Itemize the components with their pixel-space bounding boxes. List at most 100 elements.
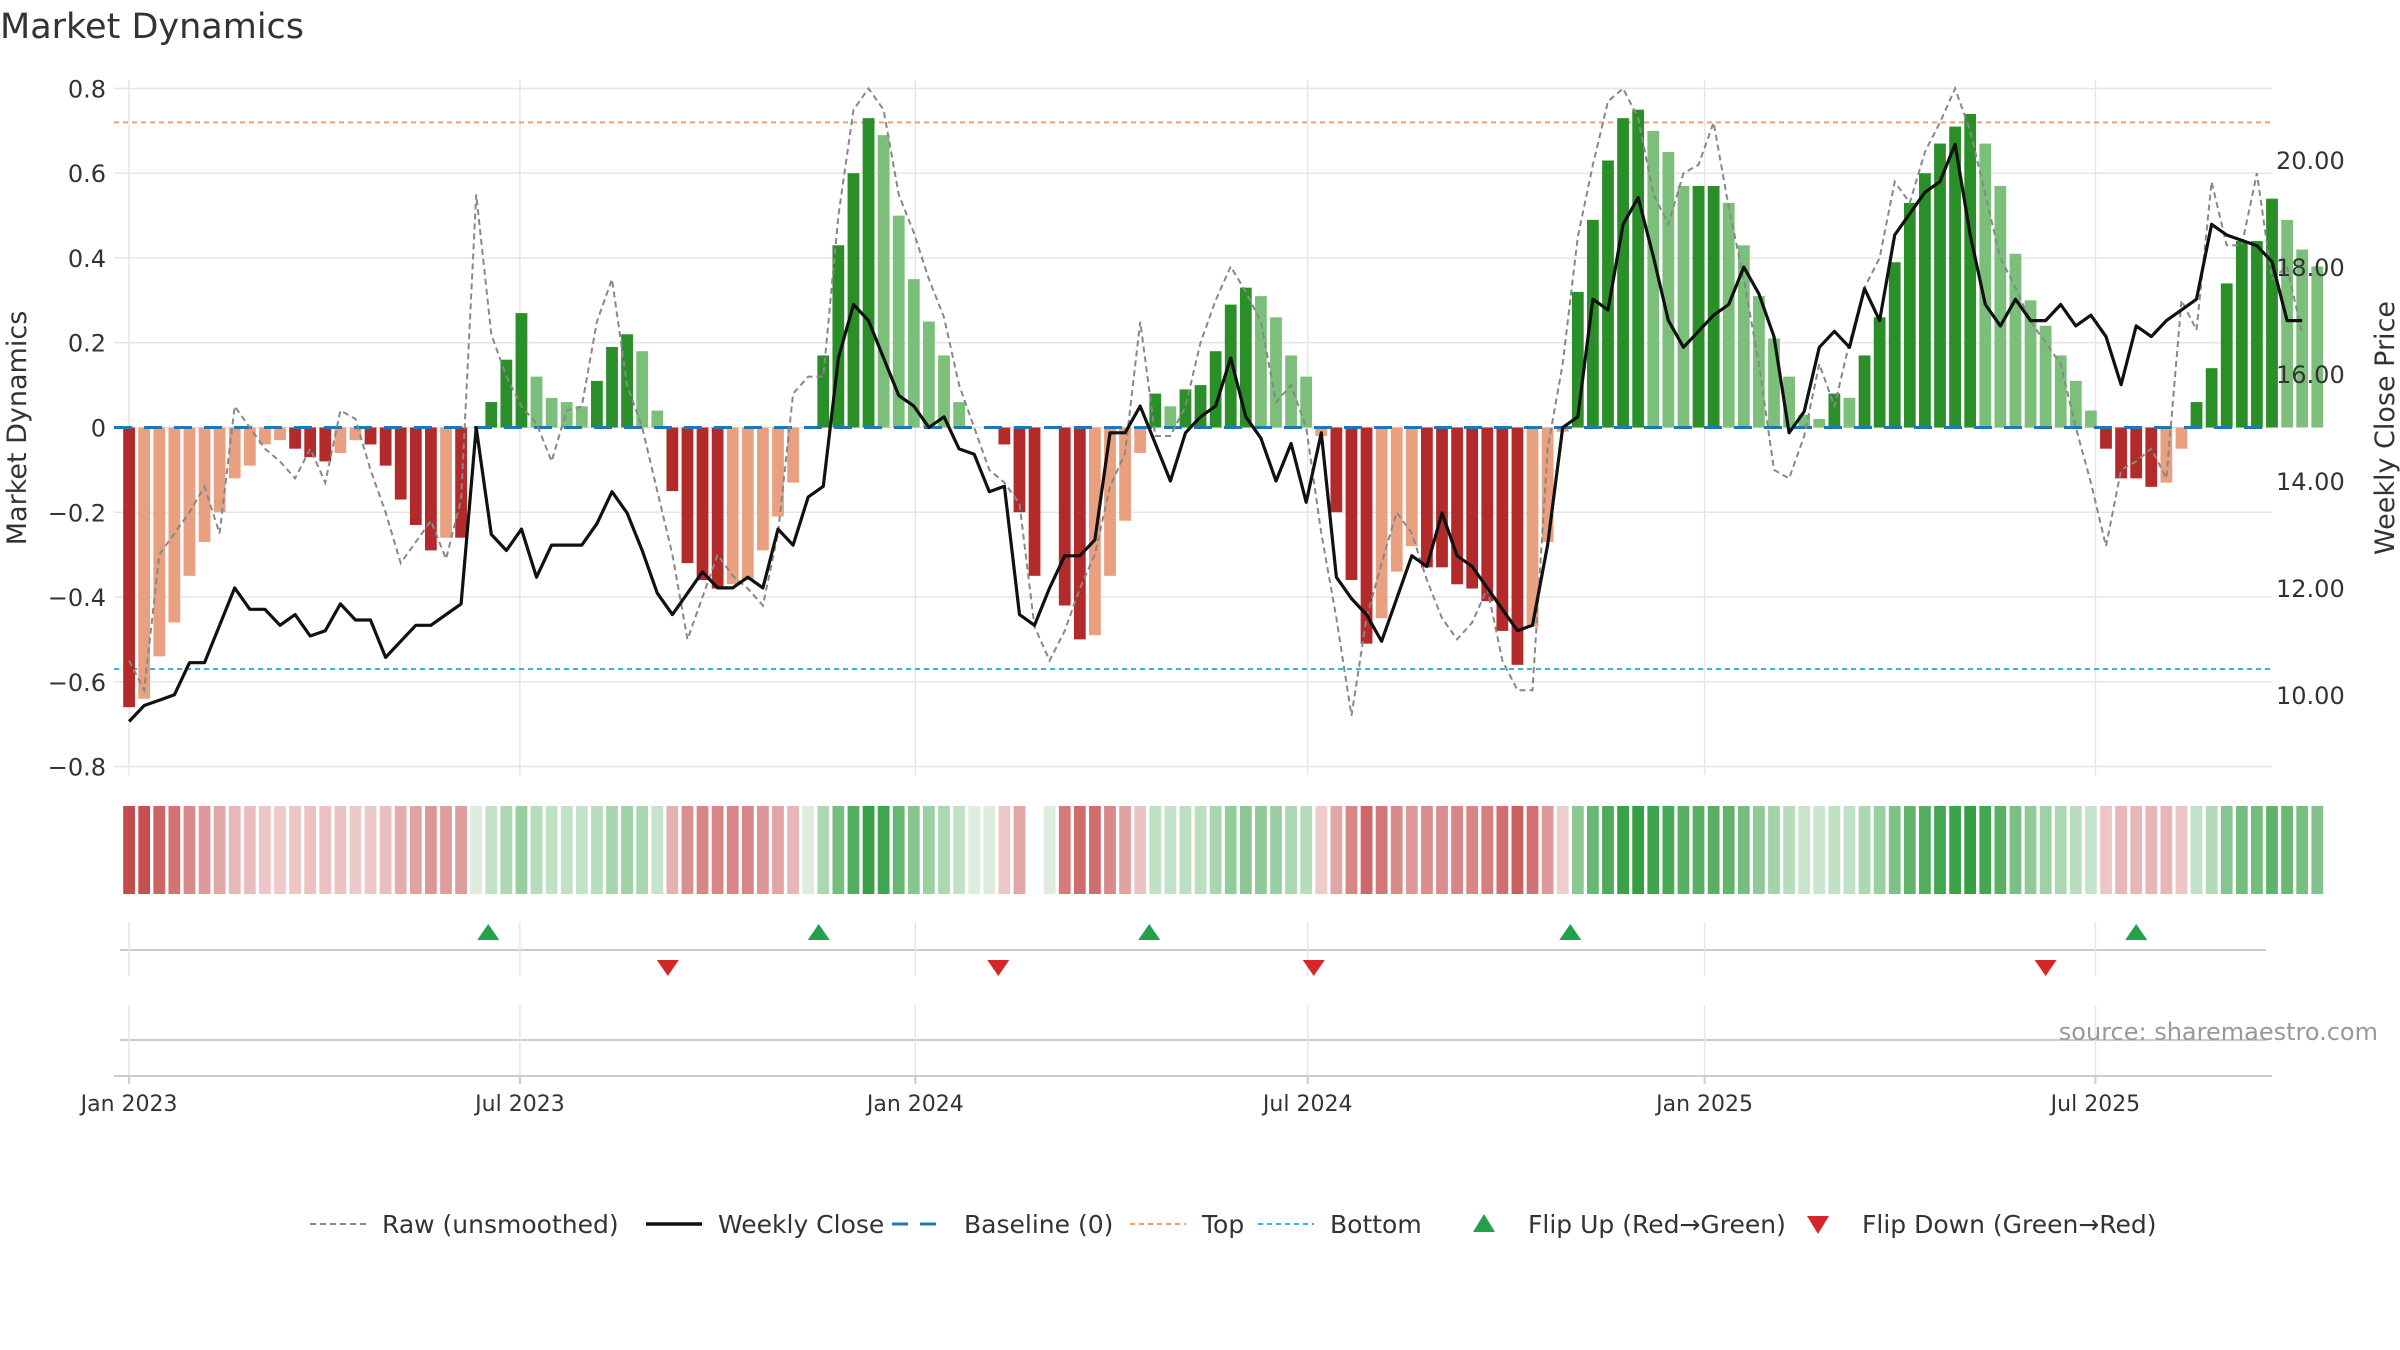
bar [2054,355,2067,428]
bar [1888,262,1901,428]
bars [123,109,2324,708]
bar [1692,185,1705,428]
flip-down-marker [2034,960,2057,976]
strip-cell [289,806,301,894]
source-credit: source: sharemaestro.com [2059,1018,2378,1046]
bar [1270,317,1282,428]
strip-cell [334,806,347,894]
strip-cell [817,806,830,894]
bar [575,406,588,428]
strip-cell [364,806,377,894]
bar [123,427,135,708]
strip-cell [274,806,286,894]
bar [1949,126,1961,428]
bar [1496,427,1509,631]
bar [953,402,965,428]
strip-cell [1073,806,1086,894]
bar [757,427,769,551]
bar [168,427,181,623]
strip-cell [198,806,211,894]
strip-cell [1602,806,1614,894]
strip-cell [545,806,558,894]
strip-cell [1813,806,1826,894]
strip-cell [1768,806,1780,894]
bar [1179,389,1192,428]
bar [1964,113,1977,428]
strip-cell [1345,806,1358,894]
flip-up-marker [477,924,500,940]
strip-cell [1979,806,1992,894]
strip-cell [183,806,196,894]
strip-cell [2009,806,2022,894]
strip-cell [1451,806,1463,894]
bar [1149,393,1162,428]
strip-cell [2220,806,2233,894]
strip-cell [1239,806,1252,894]
flip-up-marker [2125,924,2148,940]
strip-cell [726,806,739,894]
strip-cell [1737,806,1750,894]
bar [1994,185,2007,428]
bar [183,427,196,576]
strip-cell [1888,806,1901,894]
strip-cell [153,806,166,894]
strip-cell [1526,806,1539,894]
y-axis-label-left: Market Dynamics [2,311,33,546]
strip-cell [1662,806,1675,894]
strip-cell [2145,806,2158,894]
legend-item: Flip Down (Green→Red) [1807,1210,2157,1239]
bar [409,427,422,525]
strip-cell [741,806,754,894]
strip-cell [757,806,769,894]
strip-cell [530,806,543,894]
strip-cell [575,806,588,894]
strip-cell [621,806,633,894]
bar [666,427,679,492]
bar [1737,245,1750,428]
strip-cell [2251,806,2263,894]
strip-cell [606,806,618,894]
strip-cell [485,806,498,894]
legend-label: Weekly Close [718,1210,884,1239]
bar [394,427,407,500]
bar [1405,427,1418,547]
bar [2039,325,2052,428]
bar [2190,402,2203,428]
strip-cell [1013,806,1026,894]
bar [2024,300,2037,428]
legend-item: Flip Up (Red→Green) [1473,1210,1786,1239]
bar [153,427,166,657]
bar [1360,427,1373,644]
x-tick-label: Jan 2025 [1654,1092,1753,1117]
strip-cell [1496,806,1509,894]
strip-cell [1707,806,1720,894]
bar [545,397,558,428]
strip-cell [1270,806,1282,894]
bar [1073,427,1086,640]
series-lines [114,85,2304,723]
strip-cell [2100,806,2112,894]
bar [1813,419,1826,428]
bar [1104,427,1116,576]
bar [1390,427,1403,572]
legend-label: Raw (unsmoothed) [382,1210,619,1239]
strip-cell [2296,806,2309,894]
bar [1707,185,1720,428]
bar [711,427,724,589]
bar [1979,143,1992,428]
legend-label: Flip Down (Green→Red) [1862,1210,2157,1239]
lower-empty-panel [120,1005,2266,1075]
y-axis-label-right: Weekly Close Price [2370,301,2400,555]
bar [289,427,301,449]
bar [817,355,830,428]
strip-cell [666,806,679,894]
bar [560,402,573,428]
bar [1436,427,1448,568]
bar [138,427,151,699]
strip-cell [1375,806,1388,894]
strip-cell [2266,806,2278,894]
bar [1632,109,1645,428]
strip-cell [1541,806,1554,894]
bar [741,427,754,581]
strip-cell [1360,806,1373,894]
